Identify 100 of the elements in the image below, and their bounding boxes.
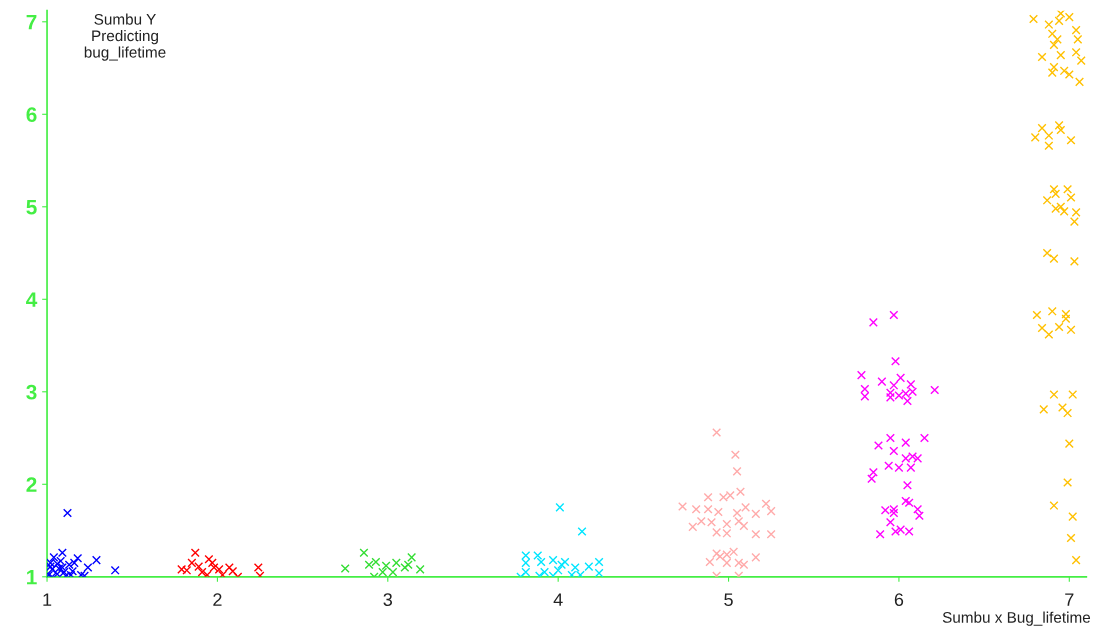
point [902, 480, 912, 490]
point [1030, 132, 1040, 142]
point [62, 508, 72, 518]
point [1066, 325, 1076, 335]
point [691, 504, 701, 514]
point [1042, 248, 1052, 258]
point [1044, 141, 1054, 151]
point [207, 558, 217, 568]
y-tick-label: 2 [26, 477, 37, 492]
point [1066, 533, 1076, 543]
point [1071, 25, 1081, 35]
point [1071, 207, 1081, 217]
point [734, 516, 744, 526]
point [1032, 310, 1042, 320]
point [1044, 20, 1054, 30]
point [584, 562, 594, 572]
y-tick-label: 7 [26, 15, 37, 30]
y-axis-title: Sumbu Y Predicting bug_lifetime [84, 13, 166, 61]
point [766, 529, 776, 539]
point [73, 553, 83, 563]
point [1052, 34, 1062, 44]
x-tick-label: 5 [724, 593, 733, 607]
point [703, 492, 713, 502]
point [536, 557, 546, 567]
point [1037, 123, 1047, 133]
x-tick-label: 4 [553, 593, 563, 606]
point [678, 501, 688, 511]
point [1063, 477, 1073, 487]
point [751, 509, 761, 519]
point [594, 557, 604, 567]
point [1039, 404, 1049, 414]
point [187, 558, 197, 568]
y-tick-label: 5 [26, 200, 37, 215]
point [889, 380, 899, 390]
point [1049, 390, 1059, 400]
point [1059, 66, 1069, 76]
point [197, 567, 207, 577]
x-tick-label: 6 [894, 593, 904, 607]
point [1049, 254, 1059, 264]
point [1051, 189, 1061, 199]
x-tick-label: 7 [1065, 593, 1074, 606]
point [1047, 68, 1057, 78]
point [914, 511, 924, 521]
point [577, 526, 587, 536]
point [732, 466, 742, 476]
point [1064, 70, 1074, 80]
point [1056, 10, 1066, 18]
point [521, 558, 531, 568]
x-tick-label: 2 [213, 593, 222, 606]
point [1037, 323, 1047, 333]
point [359, 548, 369, 558]
point [1049, 40, 1059, 50]
point [1056, 50, 1066, 60]
point [1064, 439, 1074, 449]
point [889, 310, 899, 320]
point [1066, 193, 1076, 203]
point [1029, 14, 1039, 24]
point [91, 555, 101, 565]
point [1066, 135, 1076, 145]
point [57, 548, 67, 558]
point [688, 522, 698, 532]
point [751, 529, 761, 539]
point [873, 440, 883, 450]
point [521, 551, 531, 561]
x-axis-title: Sumbu x Bug_lifetime [942, 611, 1091, 626]
point [570, 563, 580, 573]
point [1075, 77, 1085, 87]
x-tick-label: 3 [383, 593, 393, 607]
point [906, 379, 916, 389]
point [766, 506, 776, 516]
point [913, 504, 923, 514]
point [1044, 329, 1054, 339]
point [722, 519, 732, 529]
point [407, 552, 417, 562]
point [860, 384, 870, 394]
point [540, 567, 550, 577]
point [891, 356, 901, 366]
point [521, 567, 531, 577]
point [875, 529, 885, 539]
point [739, 521, 749, 531]
point [1054, 16, 1064, 26]
point [877, 377, 887, 387]
point [49, 552, 59, 562]
y-tick-label: 3 [26, 384, 37, 400]
point [896, 373, 906, 383]
point [594, 568, 604, 577]
point [1054, 322, 1064, 332]
point [1056, 125, 1066, 135]
point [1071, 47, 1081, 57]
point [1061, 309, 1071, 319]
point [533, 551, 543, 561]
point [415, 564, 425, 574]
point [885, 433, 895, 443]
point [1071, 555, 1081, 565]
point [1069, 217, 1079, 227]
point [1042, 195, 1052, 205]
point [901, 438, 911, 448]
point [722, 558, 732, 568]
point [919, 433, 929, 443]
point [1069, 256, 1079, 266]
